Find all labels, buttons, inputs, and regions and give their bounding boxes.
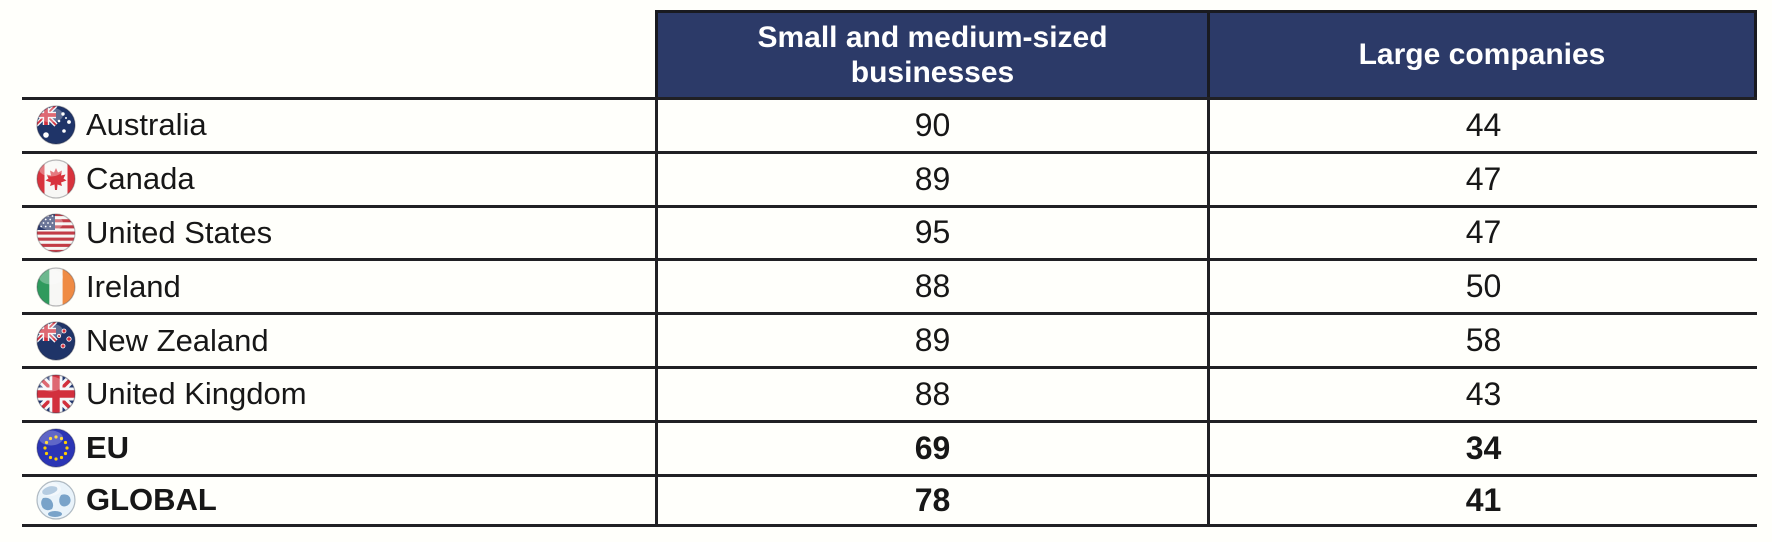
large-value: 34 (1465, 429, 1502, 466)
country-label: EU (86, 430, 130, 466)
table-header: Small and medium-sized businesses Large … (22, 10, 1757, 97)
country-label: New Zealand (86, 322, 269, 358)
table-row-canada: Canada 89 47 (22, 150, 1757, 205)
flag-ireland-icon (36, 267, 76, 307)
smb-value: 88 (655, 368, 1210, 420)
country-cell: United Kingdom (22, 369, 655, 420)
table-row-global: GLOBAL 78 41 (22, 473, 1757, 528)
smb-value: 78 (655, 476, 1210, 525)
country-label: Ireland (86, 268, 181, 304)
country-cell: EU (22, 423, 655, 474)
country-cell: Australia (22, 100, 655, 151)
flag-new-zealand-icon (36, 320, 76, 361)
column-header-smb-label: Small and medium-sized businesses (757, 20, 1108, 89)
globe-icon (36, 480, 76, 521)
large-value: 43 (1465, 375, 1502, 412)
table-body: Australia 90 44 (22, 97, 1757, 528)
smb-value: 89 (655, 153, 1210, 205)
smb-value: 89 (655, 315, 1210, 366)
large-value: 50 (1465, 268, 1502, 305)
country-label: GLOBAL (86, 482, 217, 518)
table-row-new-zealand: New Zealand 89 58 (22, 312, 1757, 366)
flag-united-states-icon (36, 213, 76, 253)
flag-australia-icon (36, 105, 76, 145)
large-value: 44 (1465, 106, 1502, 143)
flag-united-kingdom-icon (36, 374, 76, 414)
country-cell: United States (22, 208, 655, 259)
large-value: 58 (1465, 322, 1502, 359)
table-row-ireland: Ireland 88 50 (22, 258, 1757, 313)
table-row-eu: EU 69 34 (22, 419, 1757, 474)
country-cell: GLOBAL (22, 477, 655, 525)
table-row-australia: Australia 90 44 (22, 97, 1757, 151)
smb-value: 95 (655, 207, 1210, 259)
country-cell: Ireland (22, 261, 655, 312)
table-row-united-states: United States 95 47 (22, 204, 1757, 259)
country-comparison-table: Small and medium-sized businesses Large … (22, 10, 1757, 528)
country-label: Canada (86, 161, 195, 197)
country-label: United Kingdom (86, 376, 307, 412)
country-label: Australia (86, 107, 207, 143)
flag-canada-icon (36, 159, 76, 199)
column-header-large: Large companies (1210, 10, 1757, 97)
smb-value: 69 (655, 422, 1210, 474)
country-label: United States (86, 214, 273, 250)
large-value: 41 (1465, 481, 1502, 518)
large-value: 47 (1465, 214, 1502, 251)
table-row-united-kingdom: United Kingdom 88 43 (22, 365, 1757, 420)
country-cell: Canada (22, 154, 655, 205)
country-cell: New Zealand (22, 315, 655, 366)
column-header-large-label: Large companies (1358, 38, 1606, 72)
flag-eu-icon (36, 428, 76, 468)
smb-value: 88 (655, 261, 1210, 313)
smb-value: 90 (655, 100, 1210, 151)
large-value: 47 (1465, 160, 1502, 197)
column-header-smb: Small and medium-sized businesses (655, 10, 1210, 97)
header-spacer-cell (22, 10, 655, 97)
